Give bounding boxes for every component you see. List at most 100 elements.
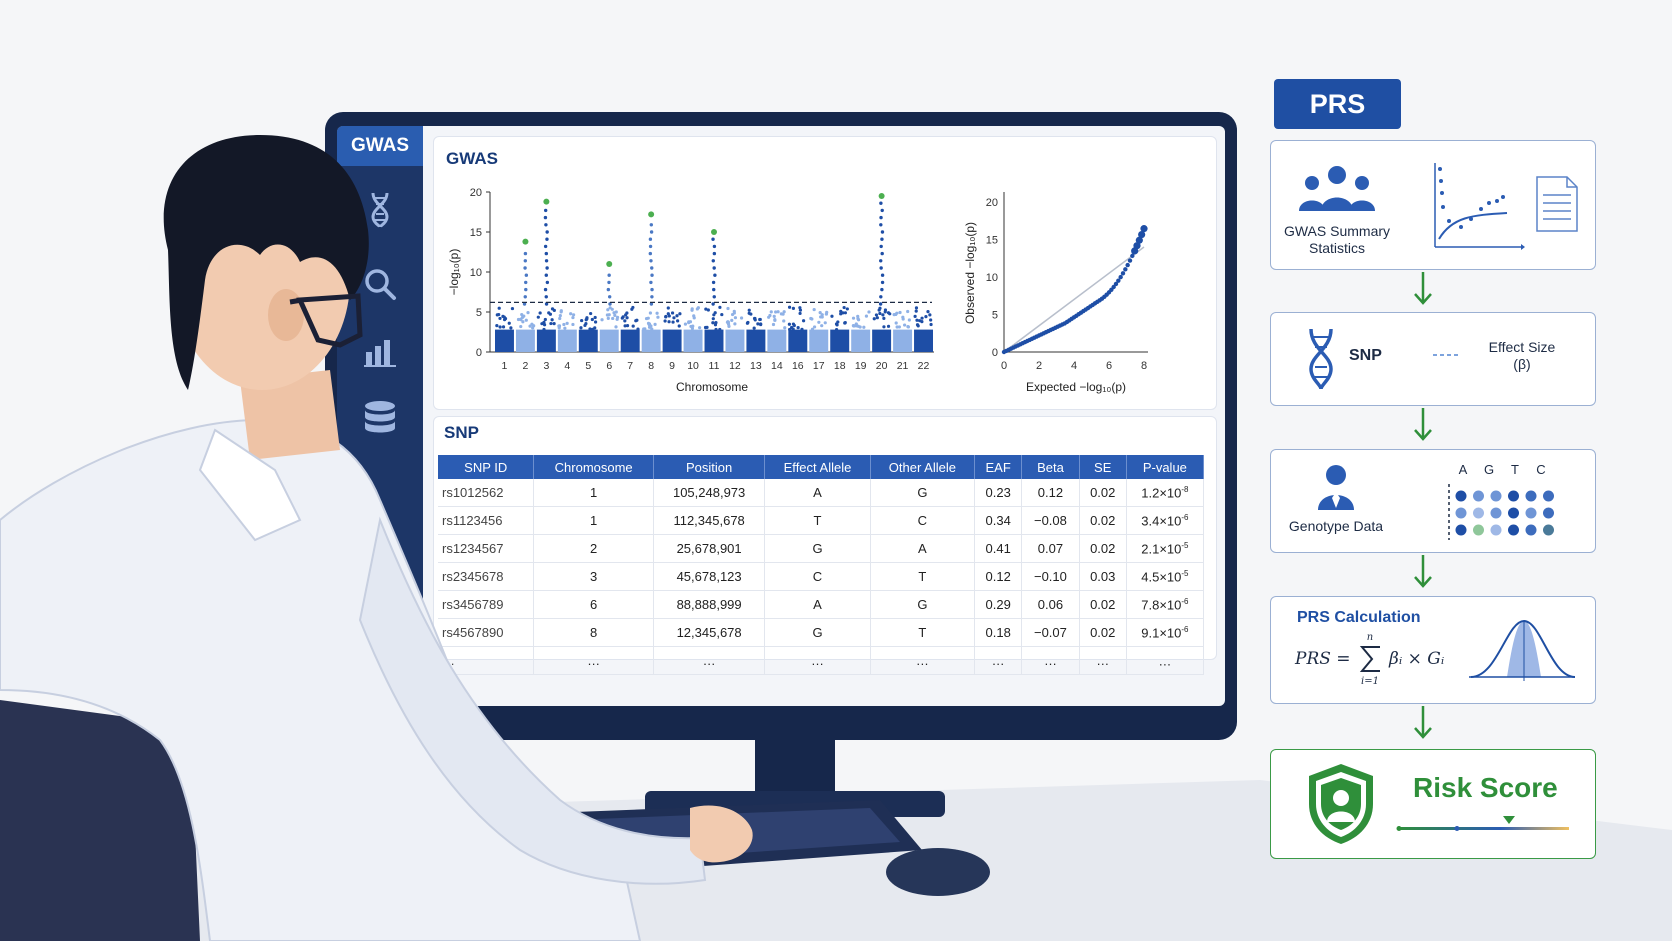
flow-arrow-1 — [1414, 272, 1432, 305]
snp-cell-pvalue: … — [1126, 646, 1205, 675]
snp-cell-oa: T — [870, 562, 976, 591]
flow-box-gwas-summary: GWAS Summary Statistics — [1270, 140, 1596, 270]
manhattan-point — [796, 325, 800, 330]
snp-cell-pvalue: 2.1×10-5 — [1126, 534, 1205, 563]
manhattan-point — [606, 316, 610, 320]
manhattan-point — [769, 310, 773, 314]
bar-chart-icon[interactable] — [360, 330, 400, 370]
snp-column-header[interactable]: P-value — [1126, 455, 1205, 479]
manhattan-point — [843, 311, 847, 315]
snp-column-header[interactable]: SE — [1079, 455, 1127, 479]
manhattan-chromosome-band — [914, 329, 933, 352]
manhattan-point — [625, 311, 629, 315]
manhattan-point — [593, 315, 597, 320]
manhattan-point — [883, 308, 888, 312]
manhattan-chromosome-band — [851, 329, 871, 352]
manhattan-point — [606, 308, 610, 312]
manhattan-point — [768, 313, 772, 318]
snp-cell-eaf: 0.18 — [974, 618, 1023, 647]
manhattan-point — [886, 324, 891, 328]
manhattan-chromosome-band — [557, 329, 577, 352]
manhattan-chromosome-band — [788, 329, 808, 352]
gwas-plot-panel: GWAS 0 5 10 15 20 −log₁₀(p) Chromosome 1 2 3 4 5 6 7 8… — [433, 136, 1217, 410]
snp-cell-beta: 0.12 — [1021, 479, 1080, 507]
manhattan-chromosome-band — [683, 329, 703, 352]
table-row[interactable]: ……………………… — [438, 646, 1205, 675]
manhattan-point — [872, 317, 876, 321]
manhattan-point — [542, 327, 546, 332]
genotype-dot — [1508, 490, 1519, 502]
snp-column-header[interactable]: Other Allele — [870, 455, 976, 479]
table-row[interactable]: rs4567890 8 12,345,678 G T 0.18 −0.07 0.02 9.1×1… — [438, 618, 1205, 647]
snp-column-header[interactable]: Beta — [1021, 455, 1080, 479]
manhattan-x-tick-label: 1 — [502, 360, 508, 372]
qq-point — [1116, 278, 1121, 283]
database-icon[interactable] — [360, 398, 400, 438]
snp-column-header[interactable]: Position — [653, 455, 766, 479]
snp-cell-pos: 88,888,999 — [653, 590, 766, 619]
snp-cell-pos: 112,345,678 — [653, 506, 766, 535]
table-row[interactable]: rs2345678 3 45,678,123 C T 0.12 −0.10 0.03 4.5×1… — [438, 562, 1205, 591]
search-icon[interactable] — [360, 264, 400, 304]
snp-column-header[interactable]: EAF — [974, 455, 1023, 479]
manhattan-point — [565, 321, 569, 325]
formula-lhs: PRS = — [1295, 649, 1351, 669]
effect-size-label: Effect Size (β) — [1467, 339, 1577, 373]
manhattan-point — [758, 317, 762, 322]
manhattan-chromosome-band — [767, 329, 787, 352]
manhattan-chromosome-band — [536, 329, 556, 352]
table-row[interactable]: rs3456789 6 88,888,999 A G 0.29 0.06 0.02 7.8×10… — [438, 590, 1205, 619]
manhattan-peak-point — [712, 251, 717, 256]
qq-point — [1113, 281, 1119, 287]
manhattan-y-tick-label: 15 — [470, 227, 482, 239]
manhattan-point — [549, 321, 553, 326]
manhattan-point — [687, 321, 691, 325]
table-row[interactable]: rs1012562 1 105,248,973 A G 0.23 0.12 0.02 1.2×1… — [438, 479, 1205, 507]
snp-cell-eaf: … — [974, 646, 1023, 675]
manhattan-top-hit — [878, 193, 885, 199]
manhattan-chromosome-band — [830, 329, 850, 352]
manhattan-point — [498, 316, 502, 321]
qq-point — [1140, 225, 1148, 233]
manhattan-peak-point — [649, 223, 654, 227]
manhattan-point — [590, 317, 594, 322]
manhattan-peak-point — [607, 295, 612, 299]
qq-y-tick-label: 10 — [986, 272, 998, 284]
manhattan-chromosome-band — [893, 329, 913, 352]
manhattan-point — [530, 322, 534, 326]
genotype-allele-label: C — [1536, 462, 1545, 477]
manhattan-top-hit — [648, 211, 655, 218]
manhattan-x-tick-label: 7 — [627, 360, 633, 372]
snp-column-header[interactable]: Effect Allele — [764, 455, 871, 479]
snp-column-header[interactable]: SNP ID — [438, 455, 535, 479]
manhattan-point — [538, 311, 542, 315]
manhattan-peak-point — [545, 280, 550, 285]
genotype-dot — [1455, 507, 1467, 519]
manhattan-point — [916, 324, 920, 328]
table-row[interactable]: rs1123456 1 112,345,678 T C 0.34 −0.08 0.02 3.4×… — [438, 506, 1205, 535]
snp-cell-id: rs4567890 — [438, 618, 535, 647]
manhattan-point — [730, 318, 734, 322]
manhattan-peak-point — [711, 259, 715, 263]
table-row[interactable]: rs1234567 2 25,678,901 G A 0.41 0.07 0.02 2.1×10… — [438, 534, 1205, 563]
manhattan-chromosome-band — [515, 329, 535, 352]
manhattan-point — [920, 320, 924, 324]
qq-point — [1125, 262, 1130, 268]
formula-sum-top: n — [1366, 632, 1374, 643]
manhattan-x-tick-label: 16 — [792, 360, 804, 372]
pvalue-base: … — [1158, 653, 1172, 669]
manhattan-x-tick-label: 12 — [729, 360, 741, 372]
manhattan-chromosome-band — [620, 329, 640, 352]
manhattan-peak-point — [879, 201, 883, 205]
manhattan-point — [798, 311, 802, 316]
manhattan-point — [906, 309, 910, 314]
dna-icon[interactable] — [360, 190, 400, 230]
snp-cell-beta: … — [1021, 646, 1080, 675]
manhattan-point — [696, 306, 700, 310]
snp-column-header[interactable]: Chromosome — [533, 455, 654, 479]
qq-point — [1118, 274, 1123, 280]
manhattan-point — [746, 320, 750, 325]
qq-point — [1127, 258, 1133, 263]
manhattan-point — [562, 322, 566, 327]
manhattan-point — [864, 314, 869, 318]
